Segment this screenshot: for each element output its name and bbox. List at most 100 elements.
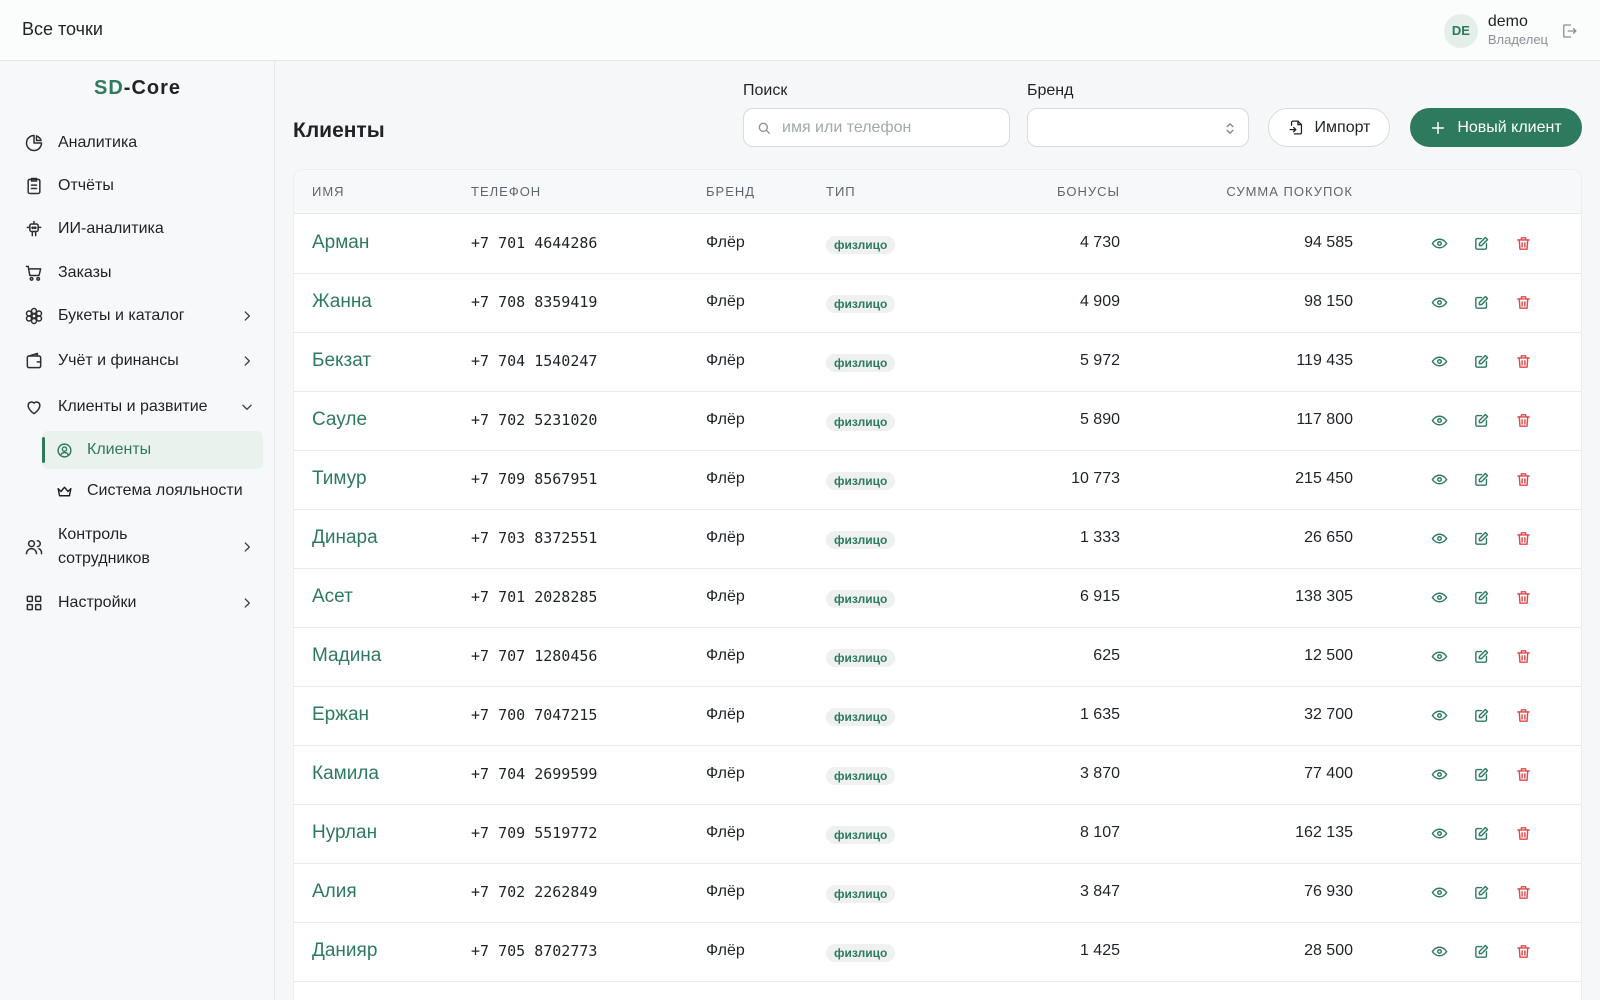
view-icon[interactable] xyxy=(1431,589,1448,606)
client-phone: +7 701 2028285 xyxy=(471,588,598,606)
sidebar-item-accounting-finance[interactable]: Учёт и финансы xyxy=(24,349,254,373)
delete-icon[interactable] xyxy=(1515,648,1532,665)
client-name-link[interactable]: Динара xyxy=(312,527,378,548)
view-icon[interactable] xyxy=(1431,884,1448,901)
logout-icon[interactable] xyxy=(1560,22,1578,40)
sidebar-item-orders[interactable]: Заказы xyxy=(24,261,254,285)
client-name-link[interactable]: Нурлан xyxy=(312,822,378,843)
client-brand: Флёр xyxy=(706,352,745,369)
column-header-phone[interactable]: Телефон xyxy=(471,184,542,199)
edit-icon[interactable] xyxy=(1473,943,1490,960)
client-name-link[interactable]: Бекзат xyxy=(312,350,372,371)
edit-icon[interactable] xyxy=(1473,648,1490,665)
avatar[interactable]: DE xyxy=(1443,13,1478,48)
chevron-right-icon xyxy=(240,540,254,554)
delete-icon[interactable] xyxy=(1515,530,1532,547)
edit-icon[interactable] xyxy=(1473,294,1490,311)
new-client-button[interactable]: Новый клиент xyxy=(1410,108,1582,147)
view-icon[interactable] xyxy=(1431,707,1448,724)
search-box[interactable] xyxy=(743,108,1010,147)
sidebar-item-staff-control[interactable]: Контроль сотрудников xyxy=(24,522,254,572)
view-icon[interactable] xyxy=(1431,235,1448,252)
delete-icon[interactable] xyxy=(1515,943,1532,960)
client-name-link[interactable]: Мадина xyxy=(312,645,382,666)
table-row: Арман +7 701 4644286 Флёр физлицо 4 730 94 58… xyxy=(294,215,1581,274)
client-name-link[interactable]: Арман xyxy=(312,232,370,253)
client-purchase-sum: 215 450 xyxy=(1295,470,1353,487)
client-phone: +7 704 2699599 xyxy=(471,765,598,783)
view-icon[interactable] xyxy=(1431,825,1448,842)
edit-icon[interactable] xyxy=(1473,825,1490,842)
delete-icon[interactable] xyxy=(1515,884,1532,901)
brand-select[interactable] xyxy=(1027,108,1249,147)
client-name-link[interactable]: Асет xyxy=(312,586,353,607)
view-icon[interactable] xyxy=(1431,412,1448,429)
edit-icon[interactable] xyxy=(1473,412,1490,429)
client-phone: +7 709 5519772 xyxy=(471,824,598,842)
client-name-link[interactable]: Жанна xyxy=(312,291,372,312)
column-header-brand[interactable]: Бренд xyxy=(706,184,756,199)
edit-icon[interactable] xyxy=(1473,589,1490,606)
client-type-badge: физлицо xyxy=(826,531,896,549)
client-name-link[interactable]: Тимур xyxy=(312,468,367,489)
sidebar-subitem-loyalty[interactable]: Система лояльности xyxy=(42,472,263,510)
view-icon[interactable] xyxy=(1431,648,1448,665)
column-header-purchase-sum[interactable]: Сумма покупок xyxy=(1226,184,1353,199)
view-icon[interactable] xyxy=(1431,766,1448,783)
delete-icon[interactable] xyxy=(1515,235,1532,252)
client-phone: +7 704 1540247 xyxy=(471,352,598,370)
client-purchase-sum: 117 800 xyxy=(1296,411,1353,428)
column-header-name[interactable]: Имя xyxy=(312,184,345,199)
delete-icon[interactable] xyxy=(1515,353,1532,370)
sidebar-item-clients-development[interactable]: Клиенты и развитие xyxy=(24,395,254,419)
client-name-link[interactable]: Данияр xyxy=(312,940,378,961)
column-header-bonuses[interactable]: Бонусы xyxy=(1056,184,1120,199)
client-bonus: 3 870 xyxy=(1079,765,1120,782)
edit-icon[interactable] xyxy=(1473,884,1490,901)
client-type-badge: физлицо xyxy=(826,649,896,667)
client-purchase-sum: 119 435 xyxy=(1296,352,1353,369)
client-purchase-sum: 138 305 xyxy=(1295,588,1353,605)
sidebar-item-settings[interactable]: Настройки xyxy=(24,591,254,615)
sidebar-subitem-clients[interactable]: Клиенты xyxy=(42,431,263,469)
delete-icon[interactable] xyxy=(1515,294,1532,311)
edit-icon[interactable] xyxy=(1473,707,1490,724)
search-input[interactable] xyxy=(782,118,1002,137)
brand-label: Бренд xyxy=(1027,82,1074,99)
edit-icon[interactable] xyxy=(1473,235,1490,252)
view-icon[interactable] xyxy=(1431,943,1448,960)
sidebar-item-analytics[interactable]: Аналитика xyxy=(24,131,254,155)
sidebar-item-ai-analytics[interactable]: ИИ-аналитика xyxy=(24,217,254,241)
edit-icon[interactable] xyxy=(1473,766,1490,783)
app-logo[interactable]: SD-Core xyxy=(0,77,275,100)
logo-accent: SD xyxy=(93,77,124,99)
delete-icon[interactable] xyxy=(1515,589,1532,606)
delete-icon[interactable] xyxy=(1515,825,1532,842)
client-name-link[interactable]: Ержан xyxy=(312,704,370,725)
edit-icon[interactable] xyxy=(1473,530,1490,547)
client-type-badge: физлицо xyxy=(826,708,896,726)
edit-icon[interactable] xyxy=(1473,471,1490,488)
view-icon[interactable] xyxy=(1431,353,1448,370)
table-row: Асет +7 701 2028285 Флёр физлицо 6 915 138 30… xyxy=(294,569,1581,628)
user-menu[interactable]: DE demo Владелец xyxy=(1443,12,1578,49)
client-name-link[interactable]: Камила xyxy=(312,763,379,784)
edit-icon[interactable] xyxy=(1473,353,1490,370)
column-header-type[interactable]: Тип xyxy=(826,184,856,199)
view-icon[interactable] xyxy=(1431,471,1448,488)
delete-icon[interactable] xyxy=(1515,766,1532,783)
client-name-link[interactable]: Алия xyxy=(312,881,357,902)
view-icon[interactable] xyxy=(1431,294,1448,311)
delete-icon[interactable] xyxy=(1515,471,1532,488)
delete-icon[interactable] xyxy=(1515,707,1532,724)
sidebar-item-reports[interactable]: Отчёты xyxy=(24,174,254,198)
delete-icon[interactable] xyxy=(1515,412,1532,429)
sidebar-item-bouquets-catalog[interactable]: Букеты и каталог xyxy=(24,304,254,328)
client-purchase-sum: 77 400 xyxy=(1304,765,1353,782)
client-name-link[interactable]: Сауле xyxy=(312,409,368,430)
client-bonus: 5 890 xyxy=(1079,411,1120,428)
view-icon[interactable] xyxy=(1431,530,1448,547)
client-purchase-sum: 76 930 xyxy=(1304,883,1353,900)
location-scope-label[interactable]: Все точки xyxy=(22,19,103,39)
import-button[interactable]: Импорт xyxy=(1268,108,1390,147)
